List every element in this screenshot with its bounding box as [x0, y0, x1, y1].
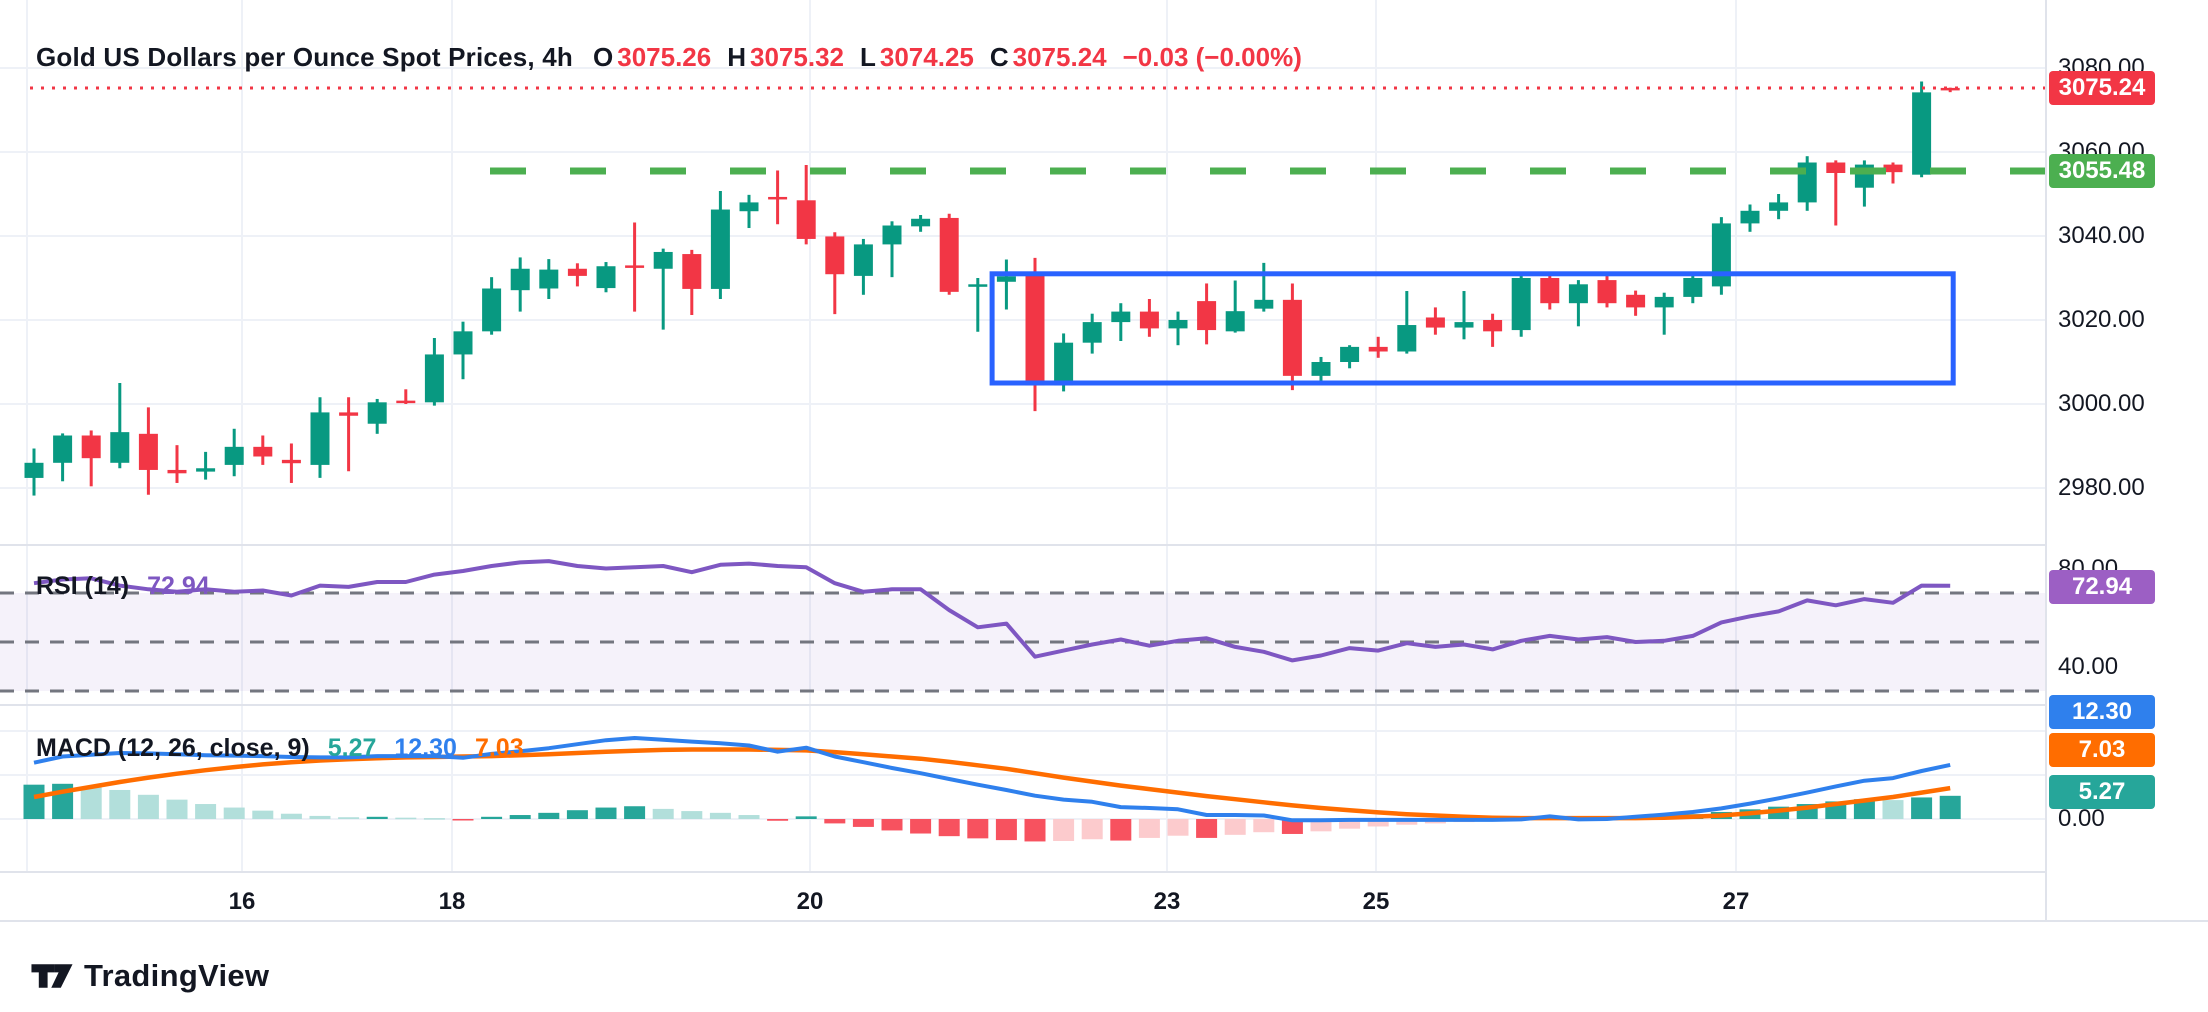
macd-line-legend-value: 12.30 [394, 734, 457, 762]
rsi-legend-value: 72.94 [147, 572, 210, 600]
footer-brand[interactable]: TradingView [30, 958, 269, 994]
macd-signal-value-badge: 7.03 [2049, 733, 2155, 767]
macd-hist-legend-value: 5.27 [327, 734, 377, 762]
rsi-legend-label[interactable]: RSI (14) [36, 572, 130, 600]
time-tick-label: 18 [438, 888, 466, 915]
time-tick-label: 25 [1362, 888, 1390, 915]
high-readout: H 3075.32 [727, 42, 844, 72]
macd-hist-value-badge: 5.27 [2049, 775, 2155, 809]
macd-line-value-badge: 12.30 [2049, 695, 2155, 729]
time-tick-label: 20 [796, 888, 824, 915]
rsi-value-badge: 72.94 [2049, 570, 2155, 604]
rsi-legend-row: RSI (14) 72.94 [36, 572, 210, 601]
brand-name: TradingView [84, 958, 270, 993]
last-price-badge: 3075.24 [2049, 71, 2155, 105]
level-price-badge: 3055.48 [2049, 154, 2155, 188]
chart-svg [0, 0, 2208, 922]
axis-tick-label: 3020.00 [2058, 306, 2145, 333]
axis-tick-label: 3040.00 [2058, 222, 2145, 249]
axis-tick-label: 2980.00 [2058, 474, 2145, 501]
axis-tick-label: 3000.00 [2058, 390, 2145, 417]
time-tick-label: 23 [1153, 888, 1181, 915]
symbol-title-row: Gold US Dollars per Ounce Spot Prices, 4… [36, 42, 1302, 73]
change-readout: −0.03 (−0.00%) [1122, 42, 1302, 72]
macd-legend-label[interactable]: MACD (12, 26, close, 9) [36, 734, 310, 762]
close-readout: C 3075.24 [989, 42, 1107, 72]
price-chart-canvas[interactable] [0, 0, 2208, 925]
macd-signal-legend-value: 7.03 [474, 734, 524, 762]
tradingview-logo-icon [31, 964, 73, 988]
macd-legend-row: MACD (12, 26, close, 9) 5.27 12.30 7.03 [36, 734, 524, 763]
time-tick-label: 27 [1722, 888, 1750, 915]
axis-tick-label: 40.00 [2058, 652, 2119, 680]
time-tick-label: 16 [228, 888, 256, 915]
axis-tick-label: 0.00 [2058, 805, 2105, 832]
symbol-title[interactable]: Gold US Dollars per Ounce Spot Prices, 4… [36, 42, 573, 72]
ohlc-readout: O 3075.26 H 3075.32 L 3074.25 C 3075.24 −0.0… [593, 42, 1302, 73]
open-readout: O 3075.26 [593, 42, 712, 72]
low-readout: L 3074.25 [859, 42, 974, 72]
